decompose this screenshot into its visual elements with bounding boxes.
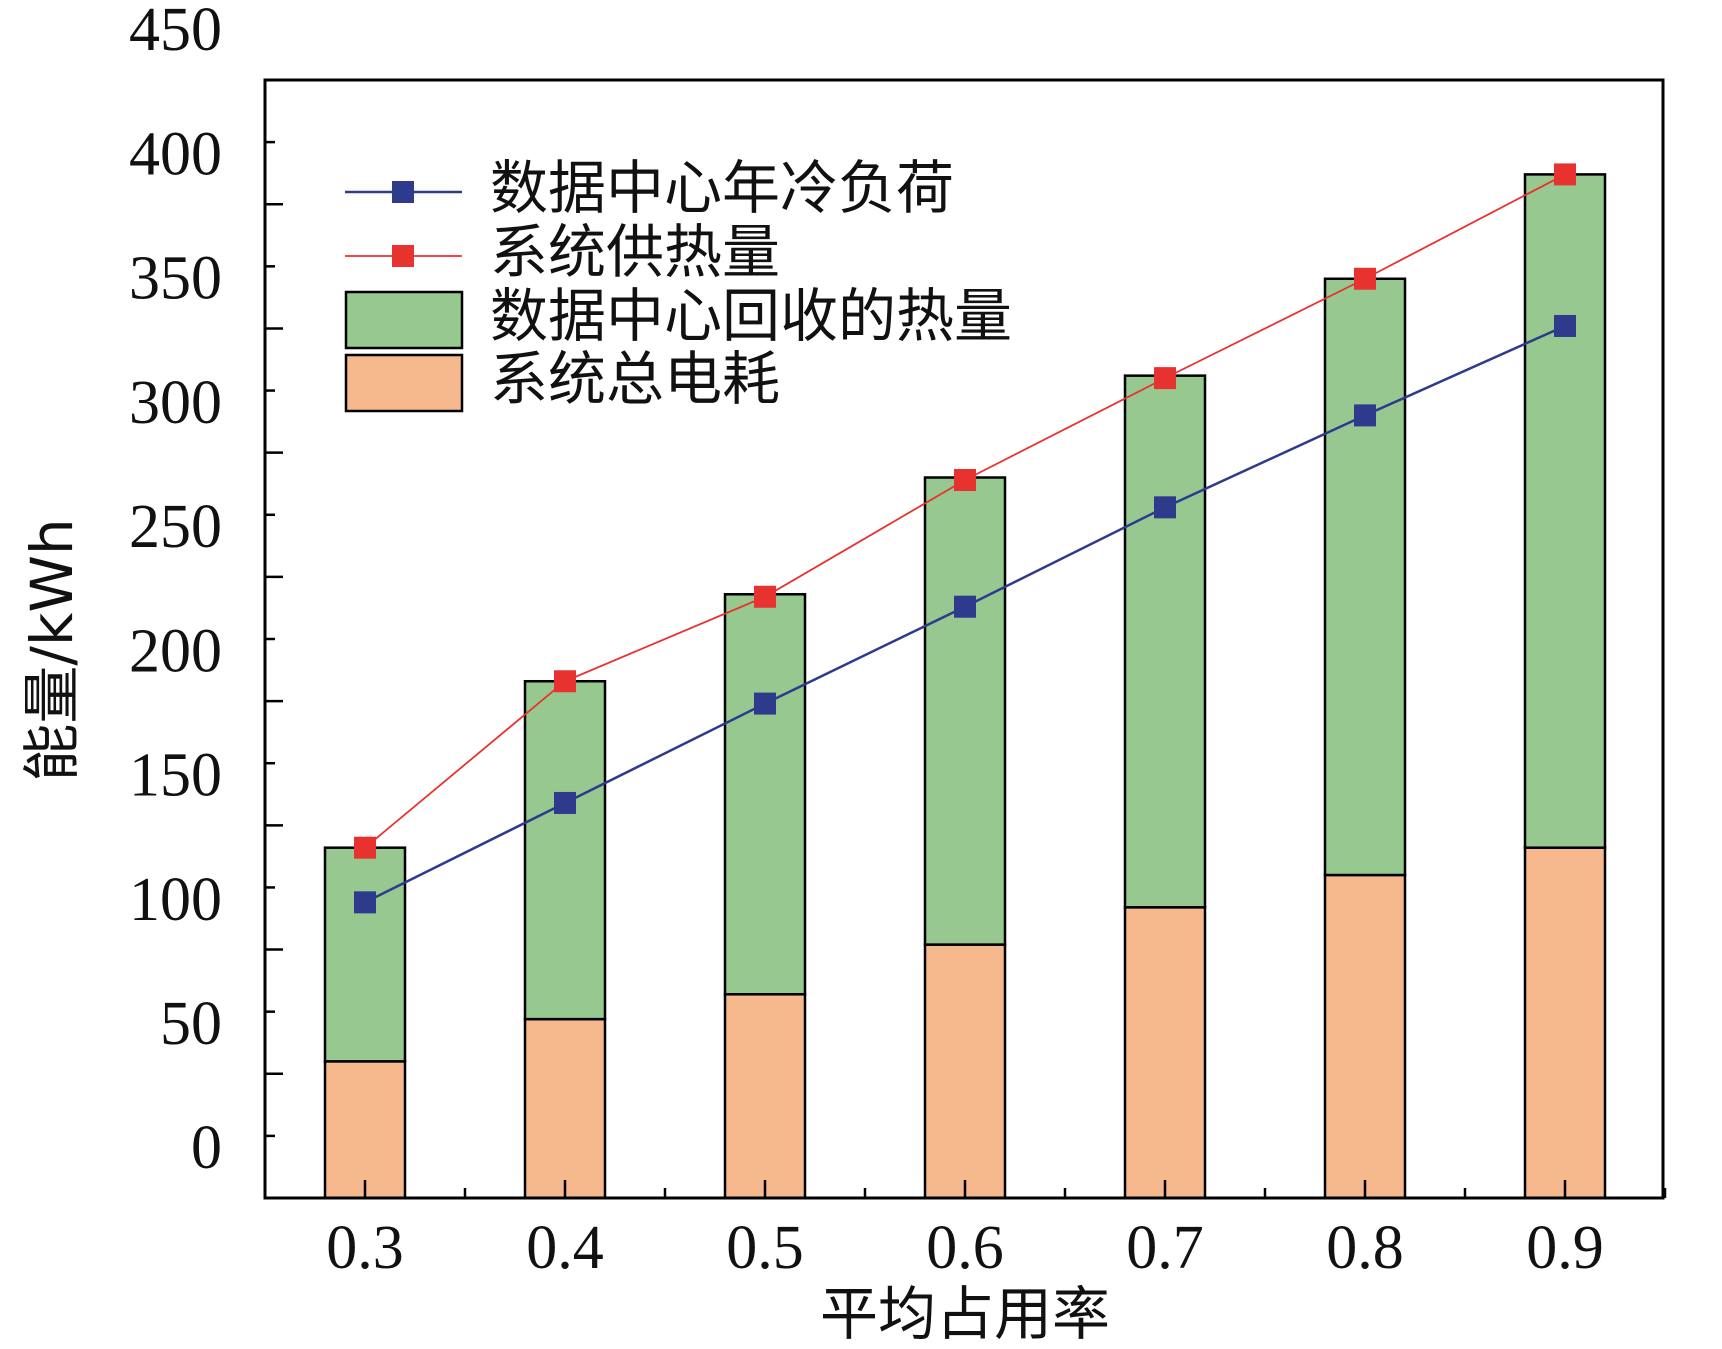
y-tick-label: 0 xyxy=(191,1114,222,1182)
legend-swatch-heat-recovered xyxy=(344,290,464,350)
bar-power-0.5 xyxy=(723,993,807,1200)
point-cooling-load-0.9 xyxy=(1554,314,1576,337)
y-tick-label: 50 xyxy=(160,990,222,1058)
x-axis: 0.3 0.4 0.5 0.6 0.7 0.8 0.9 xyxy=(263,1180,1667,1282)
y-tick-label: 150 xyxy=(129,742,222,810)
y-axis: 0 50 100 150 200 250 300 350 400 450 xyxy=(129,0,283,1200)
x-tick-label: 0.9 xyxy=(1526,1214,1604,1282)
legend-label-heat-recovered: 数据中心回收的热量 xyxy=(490,282,1012,350)
point-cooling-load-0.8 xyxy=(1354,404,1376,427)
x-tick-label: 0.3 xyxy=(326,1214,404,1282)
bar-heat-recovered-0.4 xyxy=(523,679,607,1021)
y-axis-title: 能量/kWh xyxy=(18,518,86,781)
y-tick-label: 450 xyxy=(129,0,222,64)
y-tick-label: 300 xyxy=(129,369,222,437)
bar-heat-recovered-0.6 xyxy=(923,476,1007,946)
x-tick-label: 0.4 xyxy=(526,1214,604,1282)
x-axis-title: 平均占用率 xyxy=(820,1280,1110,1348)
legend-swatch-power xyxy=(344,353,464,413)
y-tick-label: 250 xyxy=(129,493,222,561)
bar-heat-recovered-0.9 xyxy=(1523,173,1607,849)
bar-power-0.6 xyxy=(923,943,1007,1200)
bar-heat-recovered-0.7 xyxy=(1123,374,1207,909)
bar-power-0.3 xyxy=(323,1060,407,1200)
y-tick-label: 350 xyxy=(129,245,222,313)
x-tick-label: 0.6 xyxy=(926,1214,1004,1282)
legend-marker-cooling-load xyxy=(392,181,414,203)
y-tick-label: 200 xyxy=(129,617,222,685)
point-heat-supply-0.5 xyxy=(754,585,776,608)
bars-layer xyxy=(323,173,1607,1200)
bar-power-0.7 xyxy=(1123,906,1207,1200)
point-heat-supply-0.9 xyxy=(1554,163,1576,186)
point-heat-supply-0.3 xyxy=(354,836,376,859)
point-cooling-load-0.4 xyxy=(554,791,576,814)
bar-heat-recovered-0.5 xyxy=(723,593,807,996)
y-tick-label: 100 xyxy=(129,866,222,934)
bar-power-0.4 xyxy=(523,1017,607,1200)
point-cooling-load-0.7 xyxy=(1154,496,1176,519)
legend-label-heat-supply: 系统供热量 xyxy=(490,218,780,286)
x-tick-label: 0.7 xyxy=(1126,1214,1204,1282)
legend-label-cooling-load: 数据中心年冷负荷 xyxy=(490,154,954,222)
point-heat-supply-0.6 xyxy=(954,468,976,491)
x-tick-label: 0.5 xyxy=(726,1214,804,1282)
bar-heat-recovered-0.3 xyxy=(323,846,407,1063)
bar-heat-recovered-0.8 xyxy=(1323,277,1407,877)
point-cooling-load-0.3 xyxy=(354,891,376,914)
x-tick-label: 0.8 xyxy=(1326,1214,1404,1282)
bar-power-0.9 xyxy=(1523,846,1607,1200)
bar-power-0.8 xyxy=(1323,873,1407,1200)
point-cooling-load-0.6 xyxy=(954,595,976,618)
y-tick-label: 400 xyxy=(129,120,222,188)
legend-marker-heat-supply xyxy=(392,245,414,267)
lines-layer xyxy=(354,163,1576,914)
point-heat-supply-0.7 xyxy=(1154,367,1176,390)
point-cooling-load-0.5 xyxy=(754,692,776,715)
legend-label-power: 系统总电耗 xyxy=(490,345,780,413)
point-heat-supply-0.8 xyxy=(1354,267,1376,290)
point-heat-supply-0.4 xyxy=(554,670,576,693)
